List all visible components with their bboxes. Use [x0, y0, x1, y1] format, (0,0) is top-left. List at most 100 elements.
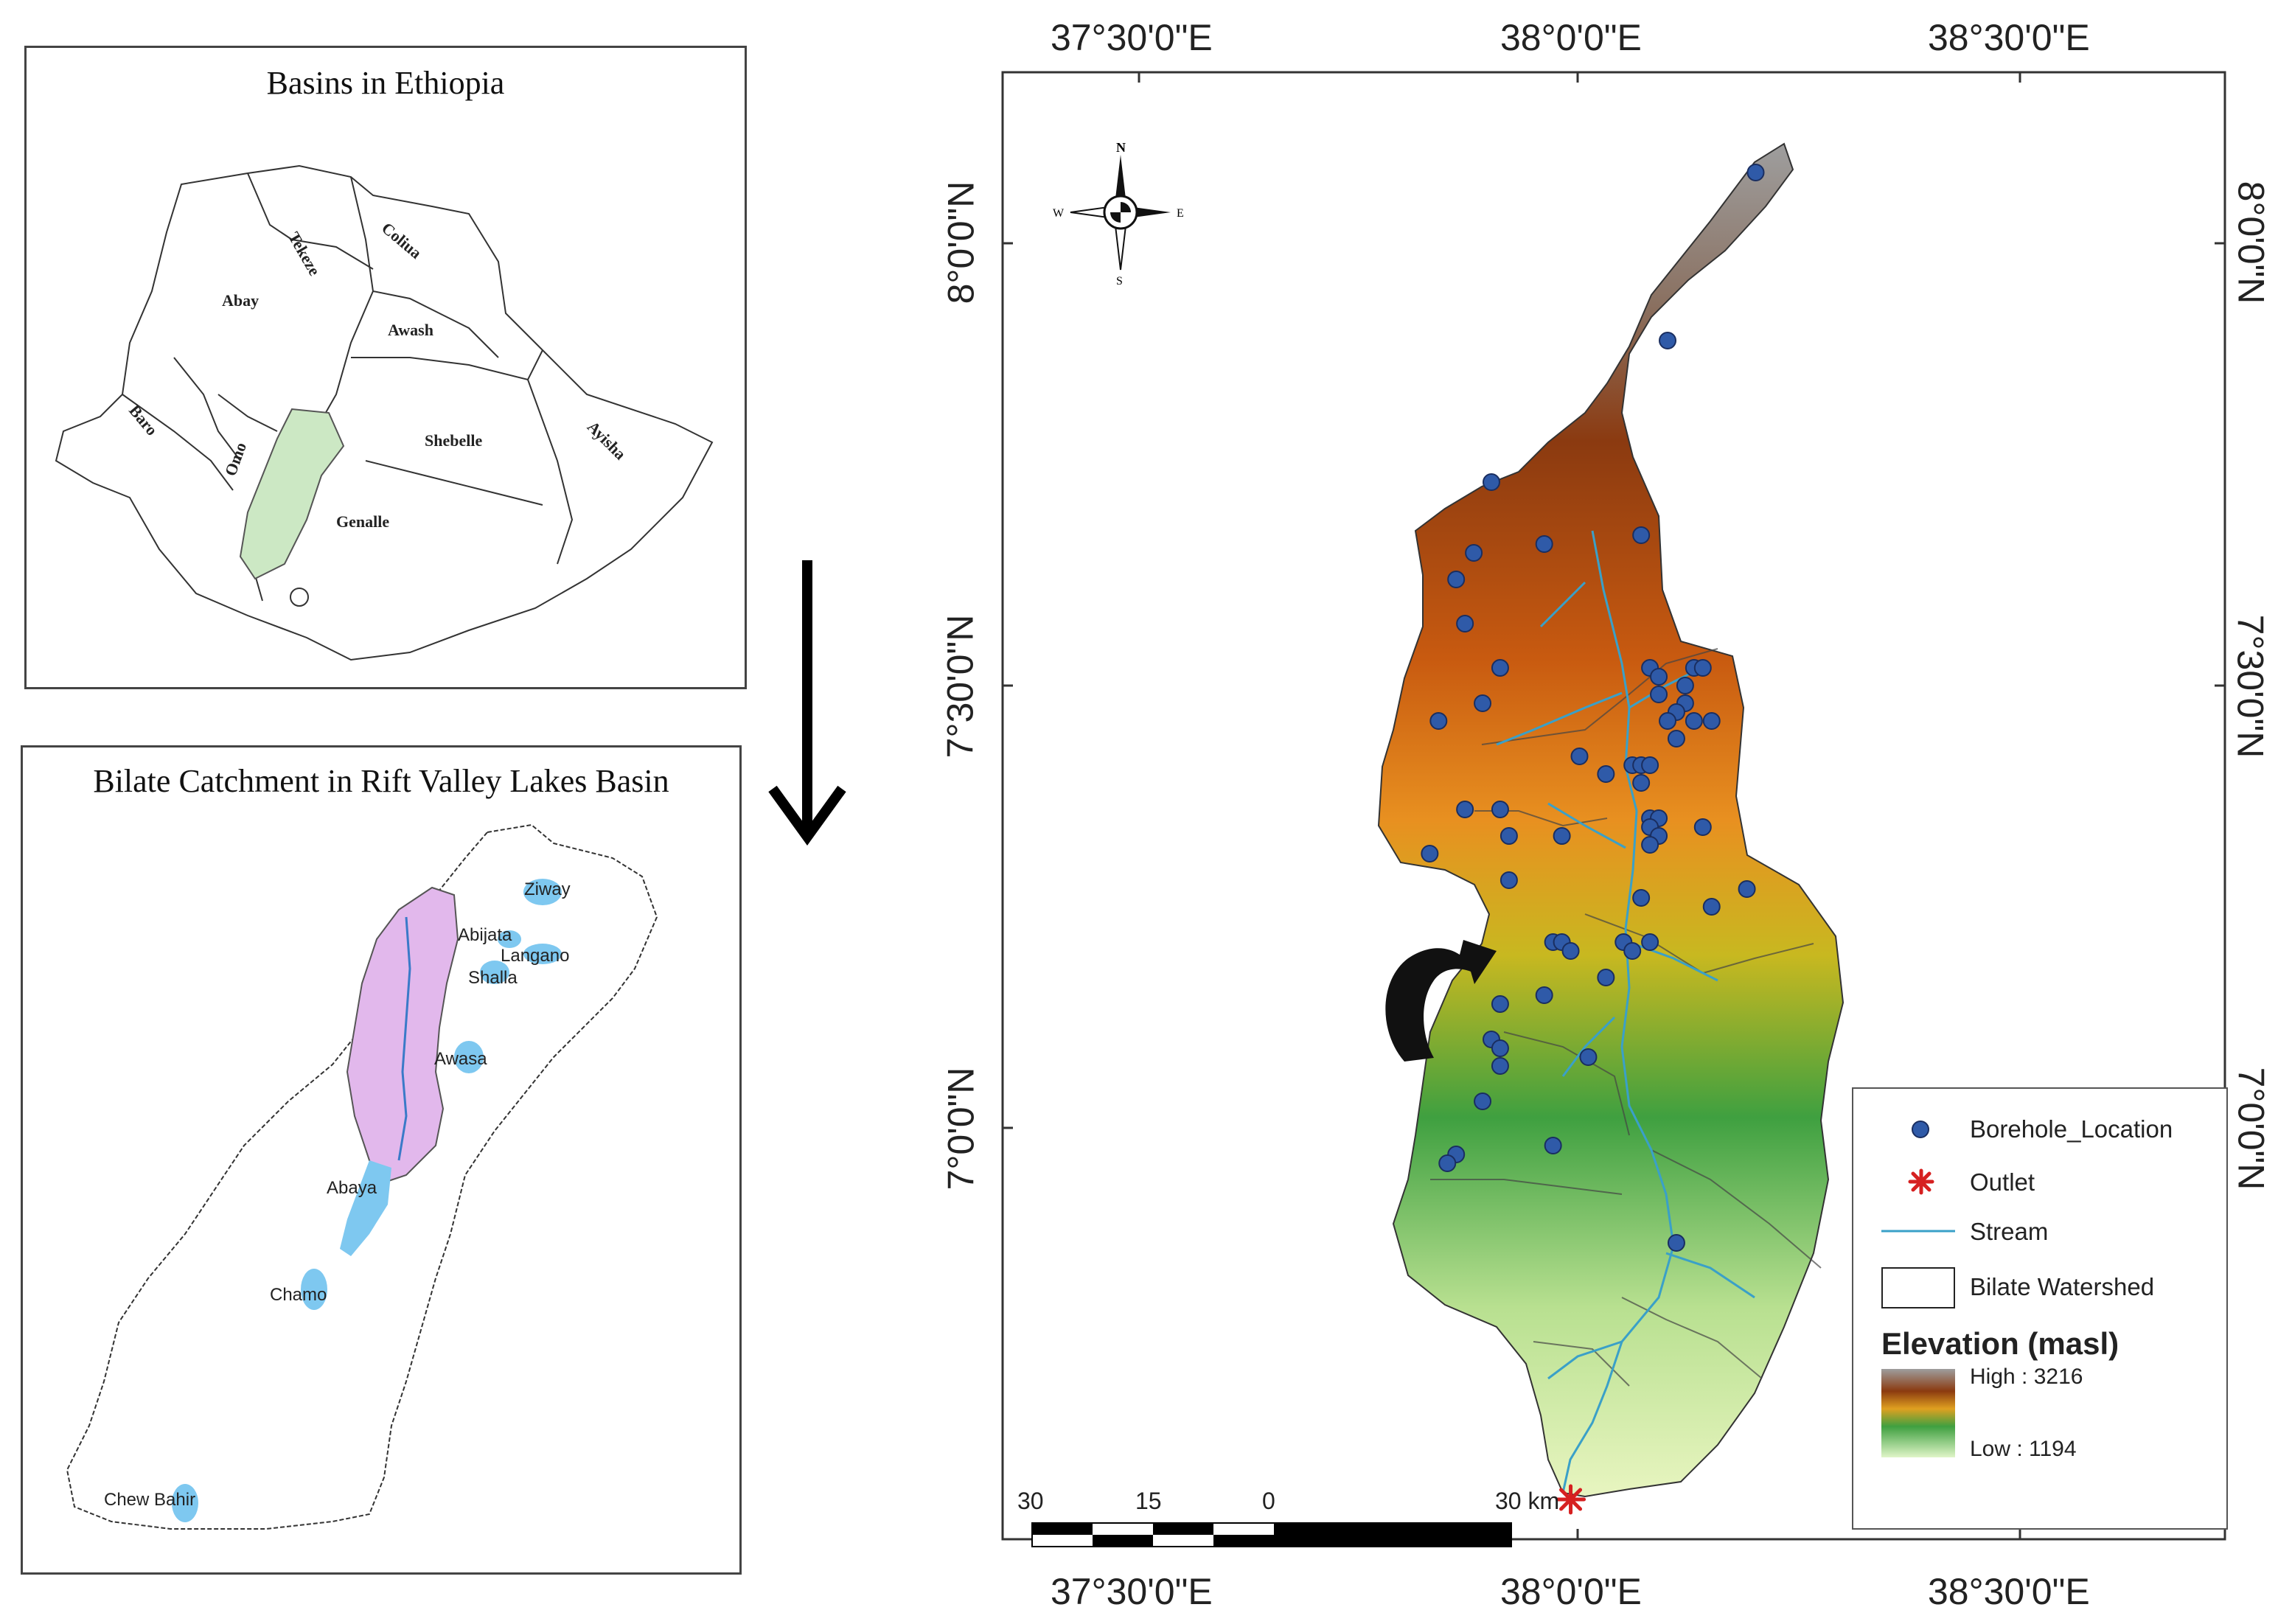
borehole-point [1597, 765, 1615, 783]
borehole-point [1659, 332, 1676, 349]
borehole-point [1667, 1234, 1685, 1252]
borehole-point [1659, 712, 1676, 730]
legend-elevation-title: Elevation (masl) [1881, 1326, 2119, 1361]
lake-chamo [301, 1269, 327, 1310]
inset-title-rift: Bilate Catchment in Rift Valley Lakes Ba… [93, 763, 669, 799]
borehole-point [1561, 942, 1580, 960]
borehole-point [1702, 898, 1721, 916]
lake-label-abaya: Abaya [327, 1178, 377, 1198]
borehole-point [1632, 774, 1651, 792]
borehole-point [1702, 712, 1721, 730]
map-legend: Borehole_Location Outlet Stream Bilate W… [1852, 1087, 2228, 1530]
lake-shalla [480, 961, 509, 984]
legend-borehole-label: Borehole_Location [1970, 1115, 2173, 1143]
borehole-point [1438, 1154, 1457, 1172]
borehole-point [1491, 801, 1509, 818]
borehole-point [1535, 986, 1553, 1004]
basin-label-abay: Abay [222, 291, 259, 310]
north-arrow-e: E [1177, 207, 1184, 220]
basin-label-genalle: Genalle [336, 512, 389, 531]
top-axis-label-2: 38°0'0"E [1500, 17, 1642, 58]
lake-abijata [498, 930, 521, 948]
north-arrow-n: N [1116, 140, 1126, 155]
lake-ziway [523, 879, 562, 905]
legend-stream-label: Stream [1970, 1218, 2049, 1245]
scale-label-1: 30 [1017, 1488, 1044, 1514]
bilate-catchment [346, 886, 459, 1184]
lake-chew-bahir [172, 1484, 198, 1522]
borehole-point [1474, 1092, 1492, 1110]
borehole-point [1456, 615, 1474, 632]
curved-arrow-icon [1385, 940, 1497, 1062]
borehole-point [1535, 535, 1553, 553]
borehole-point [1667, 730, 1685, 747]
borehole-point [1456, 801, 1474, 818]
lake-langano [523, 944, 562, 964]
lake-label-abijata: Abijata [458, 925, 512, 945]
legend-watershed-swatch [1881, 1267, 1955, 1308]
borehole-point [1641, 756, 1659, 774]
borehole-point [1491, 1039, 1509, 1057]
top-axis-label-3: 38°30'0"E [1928, 17, 2090, 58]
bilate-highlight [239, 408, 345, 580]
ethiopia-basins-inset: Basins in Ethiopia Tekeze Coliua Abay Aw… [24, 46, 747, 689]
rift-valley-inset: Bilate Catchment in Rift Valley Lakes Ba… [21, 745, 742, 1575]
legend-outlet-icon [1908, 1168, 1934, 1195]
borehole-point [1676, 677, 1694, 694]
rift-basin-outline [66, 823, 658, 1530]
inset-title-ethiopia: Basins in Ethiopia [266, 65, 505, 101]
north-arrow-icon: N S W E [1053, 140, 1184, 287]
scale-bar [1031, 1522, 1512, 1547]
borehole-point [1650, 686, 1668, 703]
borehole-point [1499, 827, 1518, 845]
outlet-layer [1556, 1484, 1586, 1515]
borehole-point [1641, 933, 1659, 951]
lake-label-shalla: Shalla [468, 968, 518, 988]
bilate-watershed [1377, 142, 1845, 1498]
legend-stream-icon [1881, 1230, 1955, 1233]
legend-watershed-label: Bilate Watershed [1970, 1273, 2155, 1300]
north-arrow-w: W [1053, 207, 1065, 220]
rift-valley-map: Ziway Abijata Langano Shalla Awasa Abaya… [66, 823, 658, 1530]
bottom-axis-label-3: 38°30'0"E [1928, 1571, 2090, 1612]
top-axis-label-1: 37°30'0"E [1051, 17, 1213, 58]
borehole-point [1597, 969, 1615, 986]
borehole-point [1499, 871, 1518, 889]
borehole-point [1491, 659, 1509, 677]
legend-low-label: Low : 1194 [1970, 1437, 2077, 1461]
borehole-point [1579, 1048, 1598, 1066]
borehole-point [1553, 827, 1571, 845]
borehole-layer [1421, 164, 1765, 1252]
scale-label-2: 15 [1135, 1488, 1162, 1514]
borehole-point [1465, 544, 1483, 562]
borehole-point [1491, 995, 1509, 1013]
borehole-point [1641, 836, 1659, 854]
main-stream [1561, 530, 1675, 1494]
map-frame [1001, 71, 2226, 1541]
lake-label-awasa: Awasa [434, 1049, 487, 1069]
basin-label-shebelle: Shebelle [425, 431, 482, 450]
ethiopia-outline [55, 164, 714, 661]
borehole-point [1738, 880, 1756, 898]
scale-label-3: 0 [1262, 1488, 1275, 1514]
legend-elevation-ramp [1881, 1369, 1955, 1457]
borehole-point [1447, 571, 1466, 588]
north-arrow-s: S [1116, 275, 1123, 287]
borehole-point [1623, 942, 1642, 960]
legend-high-label: High : 3216 [1970, 1365, 2083, 1389]
bottom-axis-label-2: 38°0'0"E [1500, 1571, 1642, 1612]
legend-outlet-label: Outlet [1970, 1168, 2035, 1196]
borehole-point [1421, 845, 1439, 862]
lake-awasa [454, 1041, 484, 1073]
lake-label-ziway: Ziway [524, 879, 571, 899]
lake-label-chamo: Chamo [270, 1285, 327, 1305]
borehole-point [1474, 694, 1492, 712]
borehole-point [1746, 164, 1765, 181]
borehole-point [1650, 668, 1668, 686]
legend-borehole-icon [1912, 1121, 1929, 1138]
borehole-point [1483, 473, 1500, 491]
borehole-point [1429, 712, 1448, 730]
borehole-point [1693, 659, 1712, 677]
lake-abaya [340, 1160, 391, 1256]
